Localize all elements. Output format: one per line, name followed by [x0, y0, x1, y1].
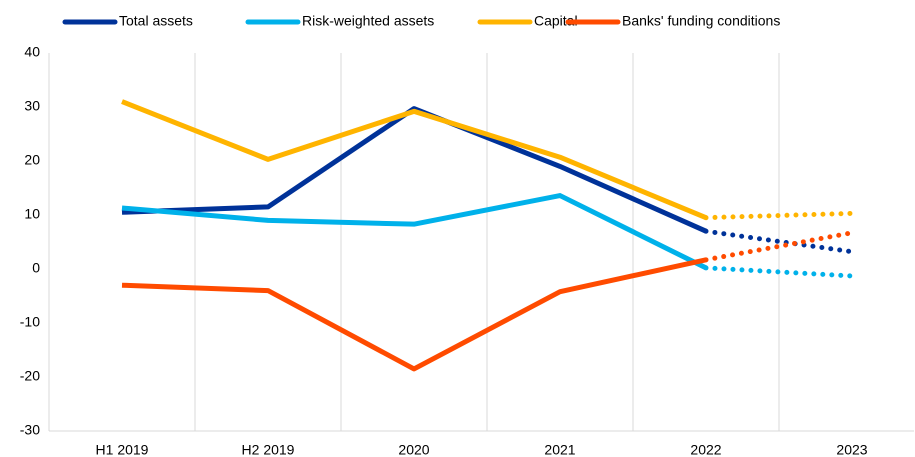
legend-label: Banks' funding conditions	[622, 13, 780, 29]
projection-line	[703, 230, 855, 263]
grid: -30 -20 -10 0 10 20 30 40 H1 2019 H2 2019 2020 2021…	[20, 44, 914, 457]
x-tick-label: 2021	[544, 442, 575, 457]
legend-label: Capital	[534, 13, 578, 29]
legend-label: Risk-weighted assets	[302, 13, 434, 29]
series-line	[121, 99, 707, 221]
plot	[121, 99, 855, 372]
series-line	[121, 106, 708, 234]
y-tick-label: 0	[32, 260, 40, 276]
y-tick-label: -20	[20, 368, 40, 384]
projection-line	[703, 265, 855, 279]
projection-line	[703, 210, 855, 221]
y-tick-label: 40	[24, 44, 40, 60]
y-tick-label: 10	[24, 206, 40, 222]
projection-line	[703, 228, 855, 255]
x-tick-label: 2023	[836, 442, 867, 457]
series-line	[121, 257, 707, 372]
x-tick-label: 2022	[690, 442, 721, 457]
x-tick-label: H1 2019	[96, 442, 149, 457]
x-tick-label: 2020	[398, 442, 429, 457]
legend: Total assets Risk-weighted assets Capital B…	[62, 13, 780, 29]
y-tick-label: 30	[24, 98, 40, 114]
y-tick-label: -30	[20, 422, 40, 438]
y-tick-label: 20	[24, 152, 40, 168]
x-tick-label: H2 2019	[242, 442, 295, 457]
y-tick-label: -10	[20, 314, 40, 330]
legend-label: Total assets	[119, 13, 193, 29]
series-line	[121, 193, 708, 271]
